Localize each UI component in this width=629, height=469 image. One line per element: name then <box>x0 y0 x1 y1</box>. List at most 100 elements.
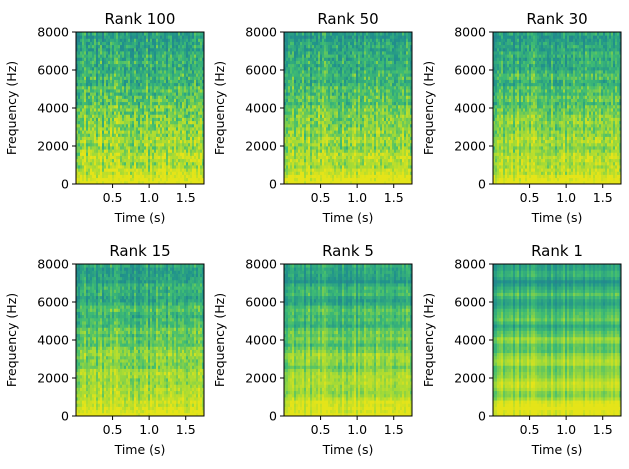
heatmap-cell <box>76 92 79 96</box>
heatmap-cell <box>76 35 79 39</box>
heatmap-cell <box>106 35 109 39</box>
heatmap-cell <box>84 70 87 74</box>
heatmap-cell <box>84 123 87 128</box>
heatmap-cell <box>104 73 107 77</box>
heatmap-cell <box>102 142 105 147</box>
heatmap-cell <box>76 111 79 115</box>
heatmap-cell <box>100 146 103 150</box>
heatmap-cell <box>102 85 105 90</box>
heatmap-cell <box>108 130 111 134</box>
heatmap-cell <box>96 171 99 175</box>
heatmap-cell <box>80 79 83 84</box>
heatmap-cell <box>110 139 113 144</box>
heatmap-cell <box>90 117 93 122</box>
heatmap-cell <box>80 117 83 122</box>
heatmap-cell <box>100 171 103 175</box>
heatmap-cell <box>96 152 99 156</box>
heatmap-cell <box>108 114 111 118</box>
heatmap-cell <box>100 108 103 112</box>
heatmap-cell <box>88 57 91 61</box>
heatmap-cell <box>104 117 107 122</box>
y-tick-label: 4000 <box>37 101 69 116</box>
heatmap-cell <box>88 76 91 80</box>
heatmap-cell <box>110 155 113 160</box>
heatmap-cell <box>94 89 97 93</box>
heatmap-cell <box>102 51 105 55</box>
heatmap-cell <box>94 152 97 156</box>
heatmap-cell <box>92 108 95 112</box>
heatmap-cell <box>100 98 103 103</box>
heatmap-cell <box>94 57 97 61</box>
heatmap-cell <box>92 161 95 166</box>
heatmap-cell <box>102 73 105 77</box>
heatmap-cell <box>80 114 83 118</box>
heatmap-cell <box>100 76 103 80</box>
heatmap-cell <box>104 139 107 144</box>
heatmap-cell <box>90 66 93 71</box>
heatmap-cell <box>84 108 87 112</box>
heatmap-cell <box>80 120 83 125</box>
heatmap-cell <box>104 120 107 125</box>
heatmap-cell <box>96 133 99 137</box>
heatmap-cell <box>92 149 95 153</box>
heatmap-cell <box>86 35 89 39</box>
heatmap-cell <box>102 32 105 36</box>
heatmap-cell <box>86 73 89 77</box>
heatmap-cell <box>96 130 99 134</box>
heatmap-cell <box>78 60 81 65</box>
heatmap-cell <box>76 174 79 179</box>
heatmap-cell <box>76 51 79 55</box>
heatmap-cell <box>100 155 103 160</box>
heatmap-cell <box>108 104 111 109</box>
heatmap-cell <box>94 98 97 103</box>
heatmap-cell <box>108 38 111 42</box>
heatmap-cell <box>106 149 109 153</box>
heatmap-cell <box>88 82 91 87</box>
heatmap-cell <box>104 133 107 137</box>
heatmap-cell <box>96 63 99 68</box>
heatmap-cell <box>98 38 101 42</box>
heatmap-cell <box>84 63 87 68</box>
heatmap-cell <box>76 79 79 84</box>
heatmap-cell <box>78 123 81 128</box>
heatmap-cell <box>108 89 111 93</box>
heatmap-cell <box>86 130 89 134</box>
heatmap-cell <box>98 123 101 128</box>
heatmap-cell <box>106 63 109 68</box>
heatmap-cell <box>90 161 93 166</box>
heatmap-cell <box>100 104 103 109</box>
heatmap-cell <box>86 168 89 172</box>
heatmap-cell <box>106 108 109 112</box>
heatmap-cell <box>96 168 99 172</box>
heatmap-cell <box>104 95 107 99</box>
heatmap-cell <box>90 85 93 90</box>
heatmap-cell <box>94 177 97 182</box>
heatmap-cell <box>104 171 107 175</box>
heatmap-cell <box>90 136 93 141</box>
heatmap-cell <box>82 76 85 80</box>
heatmap-cell <box>110 149 113 153</box>
heatmap-cell <box>84 177 87 182</box>
heatmap-cell <box>100 127 103 131</box>
heatmap-cell <box>76 168 79 172</box>
heatmap-cell <box>92 104 95 109</box>
heatmap-cell <box>92 136 95 141</box>
heatmap-cell <box>106 171 109 175</box>
heatmap-cell <box>80 98 83 103</box>
heatmap-cell <box>96 76 99 80</box>
heatmap-cell <box>90 142 93 147</box>
heatmap-cell <box>80 47 83 52</box>
heatmap-cell <box>92 85 95 90</box>
heatmap-cell <box>80 139 83 144</box>
heatmap-cell <box>102 38 105 42</box>
heatmap-cell <box>86 139 89 144</box>
heatmap-cell <box>106 38 109 42</box>
heatmap-cell <box>106 130 109 134</box>
heatmap-cell <box>92 79 95 84</box>
heatmap-cell <box>98 133 101 137</box>
heatmap-cell <box>84 155 87 160</box>
heatmap-cell <box>80 82 83 87</box>
heatmap-cell <box>106 44 109 49</box>
heatmap-cell <box>102 111 105 115</box>
